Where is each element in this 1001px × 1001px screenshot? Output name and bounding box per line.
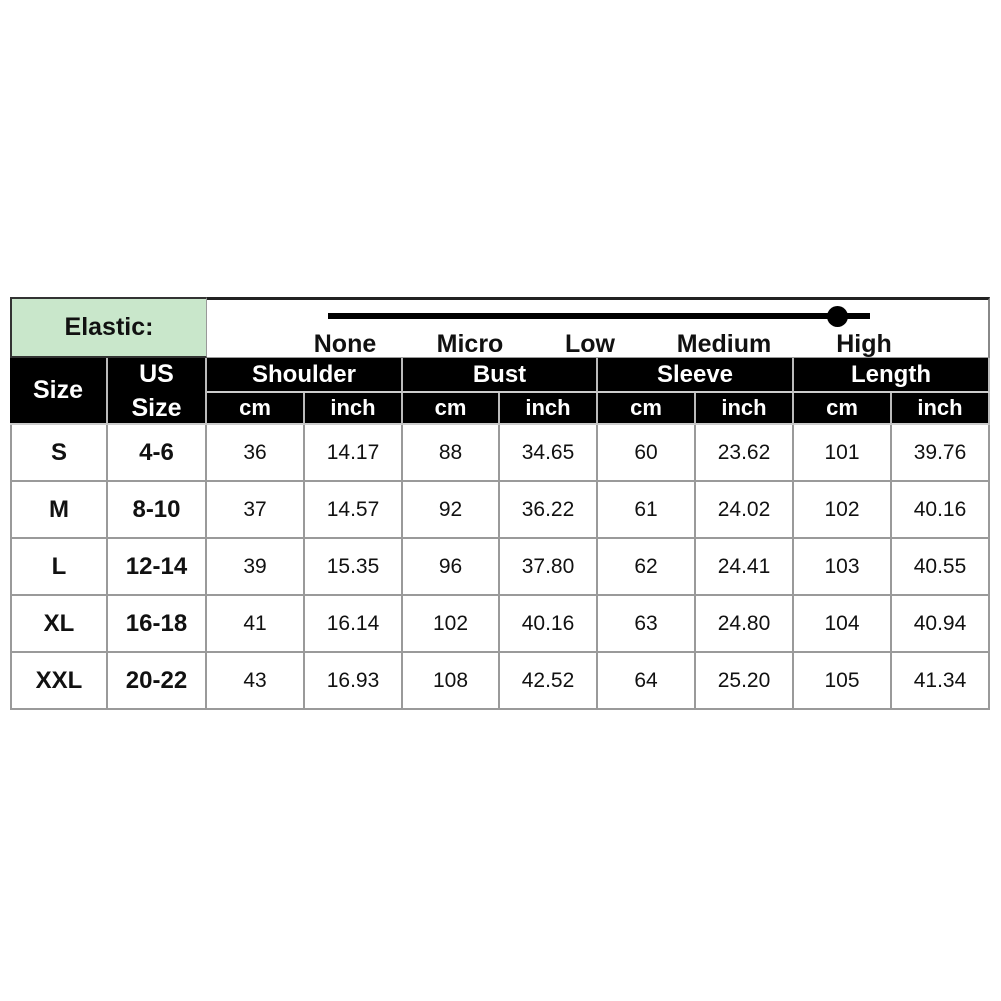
header-us-size-line2: Size [131, 393, 182, 422]
header-length: Length [794, 358, 990, 393]
measurement-cell: 104 [794, 596, 892, 653]
size-cell: XL [10, 596, 108, 653]
elasticity-slider-track [328, 313, 870, 319]
measurement-cell: 36.22 [500, 482, 598, 539]
size-cell: L [10, 539, 108, 596]
measurement-cell: 24.02 [696, 482, 794, 539]
measurement-cell: 60 [598, 425, 696, 482]
measurement-cell: 36 [207, 425, 305, 482]
level-medium: Medium [676, 330, 772, 358]
header-us-size-line1: US [139, 359, 174, 388]
measurement-cell: 37 [207, 482, 305, 539]
measurement-cell: 16.14 [305, 596, 403, 653]
header-size: Size [10, 358, 108, 425]
measurement-cell: 42.52 [500, 653, 598, 710]
measurement-cell: 43 [207, 653, 305, 710]
measurement-cell: 103 [794, 539, 892, 596]
measurement-cell: 101 [794, 425, 892, 482]
measurement-cell: 63 [598, 596, 696, 653]
measurement-cell: 14.57 [305, 482, 403, 539]
level-micro: Micro [436, 330, 504, 358]
measurement-cell: 64 [598, 653, 696, 710]
measurement-cell: 102 [403, 596, 500, 653]
measurement-cell: 39.76 [892, 425, 990, 482]
size-cell: S [10, 425, 108, 482]
measurement-cell: 105 [794, 653, 892, 710]
measurement-cell: 39 [207, 539, 305, 596]
header-unit-inch: inch [305, 393, 403, 425]
header-bust: Bust [403, 358, 598, 393]
level-high: High [836, 330, 892, 358]
measurement-cell: 41 [207, 596, 305, 653]
header-unit-inch: inch [500, 393, 598, 425]
elastic-label: Elastic: [10, 297, 207, 358]
measurement-cell: 25.20 [696, 653, 794, 710]
header-unit-cm: cm [403, 393, 500, 425]
measurement-cell: 23.62 [696, 425, 794, 482]
measurement-cell: 15.35 [305, 539, 403, 596]
measurement-cell: 92 [403, 482, 500, 539]
measurement-cell: 14.17 [305, 425, 403, 482]
us-size-cell: 4-6 [108, 425, 207, 482]
header-unit-cm: cm [598, 393, 696, 425]
measurement-cell: 40.94 [892, 596, 990, 653]
size-cell: XXL [10, 653, 108, 710]
measurement-cell: 34.65 [500, 425, 598, 482]
measurement-cell: 40.16 [500, 596, 598, 653]
measurement-cell: 40.16 [892, 482, 990, 539]
measurement-cell: 108 [403, 653, 500, 710]
measurement-cell: 102 [794, 482, 892, 539]
size-chart-table: Elastic: None Micro Low Medium High Size… [10, 297, 990, 710]
header-unit-cm: cm [794, 393, 892, 425]
us-size-cell: 8-10 [108, 482, 207, 539]
us-size-cell: 12-14 [108, 539, 207, 596]
header-unit-inch: inch [696, 393, 794, 425]
elasticity-slider-knob [827, 306, 848, 327]
measurement-cell: 61 [598, 482, 696, 539]
measurement-cell: 62 [598, 539, 696, 596]
us-size-cell: 16-18 [108, 596, 207, 653]
measurement-cell: 24.80 [696, 596, 794, 653]
measurement-cell: 40.55 [892, 539, 990, 596]
header-us-size: US Size [108, 358, 207, 425]
measurement-cell: 88 [403, 425, 500, 482]
us-size-cell: 20-22 [108, 653, 207, 710]
header-shoulder: Shoulder [207, 358, 403, 393]
measurement-cell: 96 [403, 539, 500, 596]
level-none: None [313, 330, 377, 358]
elasticity-scale: None Micro Low Medium High [207, 297, 990, 358]
header-sleeve: Sleeve [598, 358, 794, 393]
measurement-cell: 16.93 [305, 653, 403, 710]
size-cell: M [10, 482, 108, 539]
measurement-cell: 37.80 [500, 539, 598, 596]
header-unit-inch: inch [892, 393, 990, 425]
level-low: Low [565, 330, 615, 358]
measurement-cell: 24.41 [696, 539, 794, 596]
measurement-cell: 41.34 [892, 653, 990, 710]
header-unit-cm: cm [207, 393, 305, 425]
